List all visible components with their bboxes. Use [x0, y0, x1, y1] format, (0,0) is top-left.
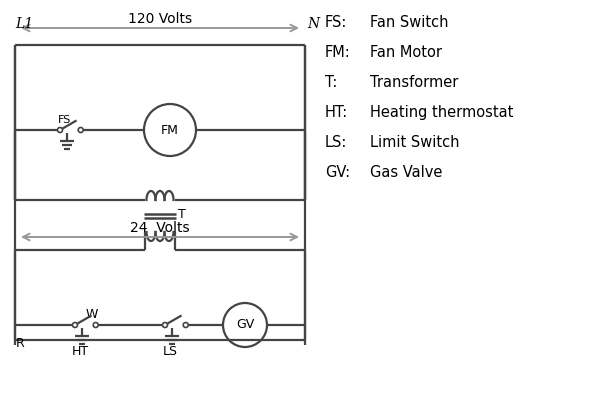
Text: L1: L1 [15, 17, 33, 31]
Circle shape [57, 128, 63, 132]
Text: LS: LS [163, 345, 178, 358]
Text: Fan Motor: Fan Motor [370, 45, 442, 60]
Text: 120 Volts: 120 Volts [128, 12, 192, 26]
Text: FM:: FM: [325, 45, 350, 60]
Circle shape [93, 322, 98, 328]
Text: FS: FS [58, 115, 71, 125]
Text: HT:: HT: [325, 105, 348, 120]
Text: T: T [178, 208, 186, 222]
Circle shape [183, 322, 188, 328]
Text: FM: FM [161, 124, 179, 136]
Text: 24  Volts: 24 Volts [130, 221, 190, 235]
Text: Gas Valve: Gas Valve [370, 165, 442, 180]
Circle shape [162, 322, 168, 328]
Text: Transformer: Transformer [370, 75, 458, 90]
Text: GV: GV [236, 318, 254, 332]
Text: HT: HT [72, 345, 89, 358]
Text: R: R [16, 337, 25, 350]
Text: Limit Switch: Limit Switch [370, 135, 460, 150]
Circle shape [78, 128, 83, 132]
Text: N: N [307, 17, 319, 31]
Text: Heating thermostat: Heating thermostat [370, 105, 513, 120]
Text: LS:: LS: [325, 135, 348, 150]
Text: Fan Switch: Fan Switch [370, 15, 448, 30]
Text: T:: T: [325, 75, 337, 90]
Text: W: W [86, 308, 98, 321]
Circle shape [73, 322, 77, 328]
Text: GV:: GV: [325, 165, 350, 180]
Text: FS:: FS: [325, 15, 348, 30]
